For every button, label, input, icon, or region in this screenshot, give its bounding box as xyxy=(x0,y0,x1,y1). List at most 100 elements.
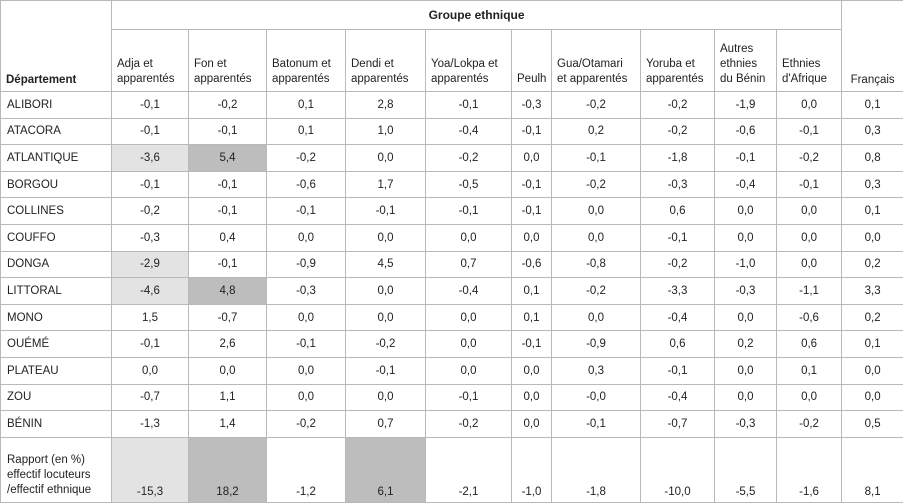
francais-cell: 0,5 xyxy=(842,411,903,438)
value-cell: 0,0 xyxy=(426,224,512,251)
value-cell: 0,0 xyxy=(777,384,842,411)
value-cell: -0,3 xyxy=(641,171,715,198)
value-cell: -3,3 xyxy=(641,278,715,305)
francais-cell: 0,3 xyxy=(842,171,903,198)
value-cell: -0,6 xyxy=(267,171,346,198)
value-cell: 0,0 xyxy=(346,145,426,172)
value-cell: 0,7 xyxy=(346,411,426,438)
francais-cell: 0,1 xyxy=(842,92,903,119)
value-cell: -0,9 xyxy=(267,251,346,278)
value-cell: -0,4 xyxy=(426,278,512,305)
value-cell: 0,0 xyxy=(552,224,641,251)
value-cell: 0,4 xyxy=(189,224,267,251)
value-cell: -2,9 xyxy=(112,251,189,278)
value-cell: 1,4 xyxy=(189,411,267,438)
column-header: Autres ethnies du Bénin xyxy=(715,30,777,92)
column-header: Fon et apparentés xyxy=(189,30,267,92)
value-cell: 0,0 xyxy=(346,384,426,411)
rapport-value-cell: -1,8 xyxy=(552,437,641,502)
value-cell: -0,1 xyxy=(267,198,346,225)
rapport-value-cell: -1,2 xyxy=(267,437,346,502)
value-cell: -0,1 xyxy=(189,118,267,145)
value-cell: -0,2 xyxy=(552,171,641,198)
column-header: Batonum et apparentés xyxy=(267,30,346,92)
column-header: Ethnies d'Afrique xyxy=(777,30,842,92)
value-cell: -0,1 xyxy=(346,198,426,225)
value-cell: -0,2 xyxy=(189,92,267,119)
value-cell: -0,1 xyxy=(552,411,641,438)
value-cell: -0,1 xyxy=(512,331,552,358)
rapport-row: Rapport (en %) effectif locuteurs /effec… xyxy=(1,437,903,502)
value-cell: 0,2 xyxy=(552,118,641,145)
value-cell: 0,0 xyxy=(715,198,777,225)
value-cell: -0,6 xyxy=(777,304,842,331)
departement-cell: OUÉMÉ xyxy=(1,331,112,358)
value-cell: -0,2 xyxy=(552,92,641,119)
departement-header: Département xyxy=(1,1,112,92)
value-cell: 1,1 xyxy=(189,384,267,411)
departement-cell: ALIBORI xyxy=(1,92,112,119)
value-cell: 0,1 xyxy=(267,118,346,145)
value-cell: 0,0 xyxy=(346,224,426,251)
value-cell: 0,0 xyxy=(715,357,777,384)
value-cell: 4,5 xyxy=(346,251,426,278)
value-cell: 0,0 xyxy=(112,357,189,384)
rapport-value-cell: -1,0 xyxy=(512,437,552,502)
rapport-value-cell: -5,5 xyxy=(715,437,777,502)
value-cell: 4,8 xyxy=(189,278,267,305)
value-cell: 0,1 xyxy=(267,92,346,119)
departement-cell: ATACORA xyxy=(1,118,112,145)
value-cell: 1,5 xyxy=(112,304,189,331)
value-cell: -0,1 xyxy=(426,384,512,411)
value-cell: -0,1 xyxy=(189,251,267,278)
value-cell: -0,4 xyxy=(715,171,777,198)
value-cell: 5,4 xyxy=(189,145,267,172)
rapport-value-cell: -15,3 xyxy=(112,437,189,502)
value-cell: -1,1 xyxy=(777,278,842,305)
value-cell: 0,6 xyxy=(641,198,715,225)
column-header: Yoa/Lokpa et apparentés xyxy=(426,30,512,92)
value-cell: 0,0 xyxy=(777,224,842,251)
value-cell: -0,2 xyxy=(426,411,512,438)
value-cell: -0,2 xyxy=(267,145,346,172)
value-cell: -0,7 xyxy=(641,411,715,438)
value-cell: 0,3 xyxy=(552,357,641,384)
value-cell: 0,0 xyxy=(346,278,426,305)
value-cell: -0,1 xyxy=(426,92,512,119)
column-header: Peulh xyxy=(512,30,552,92)
rapport-value-cell: 8,1 xyxy=(842,437,903,502)
value-cell: -0,2 xyxy=(641,118,715,145)
value-cell: -0,1 xyxy=(512,118,552,145)
francais-cell: 0,2 xyxy=(842,304,903,331)
value-cell: 0,0 xyxy=(512,384,552,411)
francais-cell: 0,3 xyxy=(842,118,903,145)
value-cell: -0,1 xyxy=(512,198,552,225)
value-cell: 0,0 xyxy=(512,357,552,384)
rapport-value-cell: -2,1 xyxy=(426,437,512,502)
value-cell: -0,3 xyxy=(715,411,777,438)
departement-cell: ATLANTIQUE xyxy=(1,145,112,172)
value-cell: -0,7 xyxy=(112,384,189,411)
value-cell: -0,1 xyxy=(189,198,267,225)
value-cell: -0,2 xyxy=(552,278,641,305)
departement-cell: BORGOU xyxy=(1,171,112,198)
departement-cell: ZOU xyxy=(1,384,112,411)
column-header: Adja et apparentés xyxy=(112,30,189,92)
value-cell: -3,6 xyxy=(112,145,189,172)
rapport-label: Rapport (en %) effectif locuteurs /effec… xyxy=(1,437,112,502)
value-cell: -0,5 xyxy=(426,171,512,198)
value-cell: 0,0 xyxy=(715,224,777,251)
value-cell: -0,1 xyxy=(346,357,426,384)
value-cell: -0,6 xyxy=(715,118,777,145)
francais-cell: 0,0 xyxy=(842,384,903,411)
value-cell: -0,4 xyxy=(426,118,512,145)
value-cell: -0,6 xyxy=(512,251,552,278)
value-cell: -0,1 xyxy=(715,145,777,172)
value-cell: 0,0 xyxy=(777,198,842,225)
value-cell: 0,0 xyxy=(346,304,426,331)
